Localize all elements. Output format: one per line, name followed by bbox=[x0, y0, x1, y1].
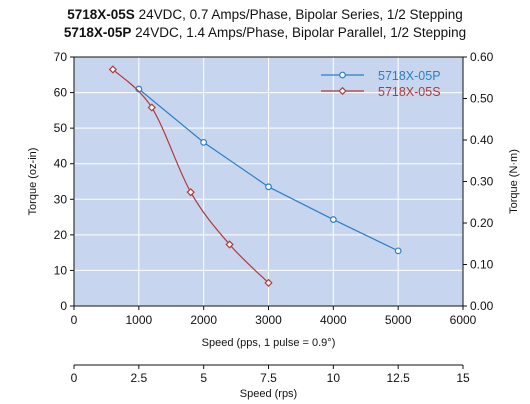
title-line-parallel: 5718X-05P 24VDC, 1.4 Amps/Phase, Bipolar… bbox=[0, 24, 530, 42]
x-tick-label: 3000 bbox=[255, 313, 282, 327]
y2-tick-label: 0.10 bbox=[470, 258, 494, 272]
y-axis-title: Torque (oz-in) bbox=[27, 148, 39, 216]
title-model-parallel: 5718X-05P bbox=[63, 25, 132, 40]
data-point-5718x-05p bbox=[265, 183, 272, 191]
data-point-5718x-05p bbox=[329, 216, 337, 223]
legend-marker-5718x-05p bbox=[339, 71, 346, 79]
x-tick-label: 2000 bbox=[190, 313, 217, 327]
y2-tick-label: 0.30 bbox=[470, 175, 494, 189]
title-model-series: 5718X-05S bbox=[67, 7, 135, 22]
series-layer bbox=[108, 65, 402, 288]
title-spec-parallel: 24VDC, 1.4 Amps/Phase, Bipolar Parallel,… bbox=[131, 25, 467, 40]
legend-label-5718x-05s: 5718X-05S bbox=[378, 85, 441, 99]
y-tick-label: 10 bbox=[54, 263, 68, 277]
x-tick-label: 6000 bbox=[450, 313, 477, 327]
axes: 0102030405060700.000.100.200.300.400.500… bbox=[54, 50, 494, 385]
x2-axis-title: Speed (rps) bbox=[240, 388, 297, 400]
x-axis-title: Speed (pps, 1 pulse = 0.9°) bbox=[202, 337, 336, 349]
legend-label-5718x-05p: 5718X-05P bbox=[378, 69, 441, 83]
y-tick-label: 70 bbox=[54, 50, 68, 64]
y-tick-label: 0 bbox=[60, 299, 67, 313]
data-point-5718x-05s bbox=[147, 103, 156, 112]
y-tick-label: 30 bbox=[54, 192, 68, 206]
data-point-5718x-05p bbox=[394, 247, 402, 255]
data-point-5718x-05s bbox=[264, 278, 273, 288]
x-tick-label: 4000 bbox=[320, 313, 347, 327]
x2-tick-label: 10 bbox=[327, 371, 341, 385]
chart-title-block: 5718X-05S 24VDC, 0.7 Amps/Phase, Bipolar… bbox=[0, 6, 530, 42]
title-line-series: 5718X-05S 24VDC, 0.7 Amps/Phase, Bipolar… bbox=[0, 6, 530, 24]
y2-tick-label: 0.60 bbox=[470, 50, 494, 64]
y2-tick-label: 0.20 bbox=[470, 216, 494, 230]
y2-axis-title: Torque (N·m) bbox=[508, 149, 520, 214]
data-point-5718x-05s bbox=[186, 188, 195, 197]
y-tick-label: 20 bbox=[54, 228, 68, 242]
x-tick-label: 5000 bbox=[385, 313, 412, 327]
y-tick-label: 50 bbox=[54, 121, 68, 135]
x2-tick-label: 7.5 bbox=[260, 371, 277, 385]
y2-tick-label: 0.50 bbox=[470, 92, 494, 106]
y2-tick-label: 0.40 bbox=[470, 133, 494, 147]
x2-tick-label: 2.5 bbox=[130, 371, 147, 385]
data-point-5718x-05s bbox=[225, 240, 234, 249]
x2-tick-label: 0 bbox=[71, 371, 78, 385]
data-point-5718x-05s bbox=[108, 65, 118, 74]
data-point-5718x-05p bbox=[200, 138, 208, 146]
legend: 5718X-05P 5718X-05S bbox=[321, 69, 441, 99]
x2-tick-label: 15 bbox=[456, 371, 470, 385]
title-spec-series: 24VDC, 0.7 Amps/Phase, Bipolar Series, 1… bbox=[134, 7, 463, 22]
x2-tick-label: 12.5 bbox=[386, 371, 410, 385]
y-tick-label: 40 bbox=[54, 157, 68, 171]
legend-marker-5718x-05s bbox=[338, 86, 347, 96]
grid bbox=[74, 57, 463, 306]
x2-tick-label: 5 bbox=[200, 371, 207, 385]
x-tick-label: 0 bbox=[71, 313, 78, 327]
y-tick-label: 60 bbox=[54, 86, 68, 100]
y2-tick-label: 0.00 bbox=[470, 299, 494, 313]
x-tick-label: 1000 bbox=[125, 313, 152, 327]
